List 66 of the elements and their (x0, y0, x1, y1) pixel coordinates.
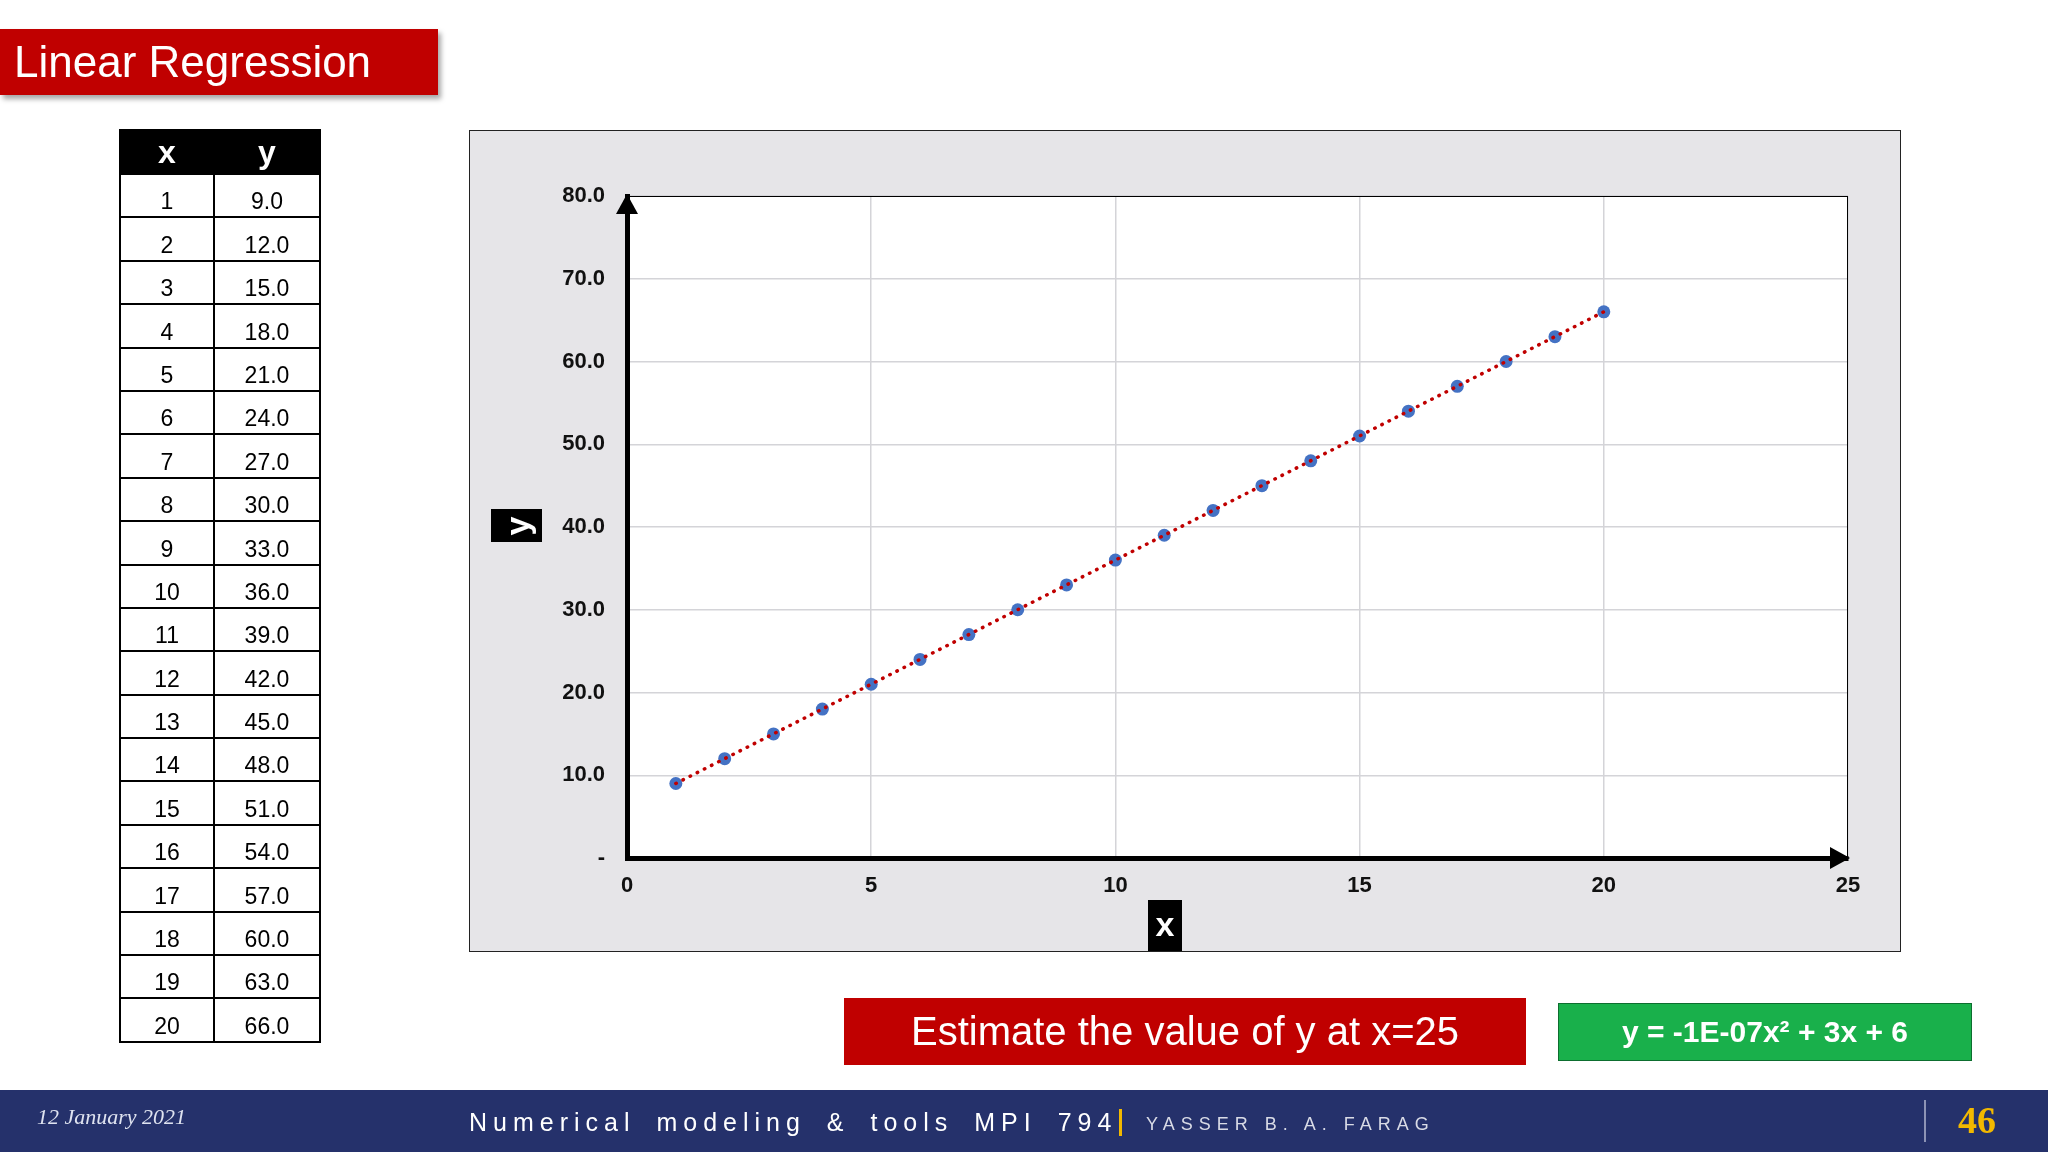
y-tick-label: 70.0 (562, 264, 605, 290)
text: Numerical modeling & tools MPI 794 (469, 1108, 1118, 1137)
y-tick-label: 3 (120, 260, 214, 305)
y-tick-label: 40.0 (562, 513, 605, 539)
data-label: 57.0 (214, 868, 320, 912)
data-label: 27.0 (214, 434, 320, 478)
data-label: 33.0 (214, 521, 320, 565)
y-tick-label: 13 (120, 694, 214, 739)
data-label: 12.0 (214, 217, 320, 261)
y-tick-label: 10.0 (562, 761, 605, 787)
data-label: 36.0 (214, 564, 320, 608)
text: Estimate the value of y at x=25 (844, 998, 1526, 1065)
x-tick-label: 10 (1103, 872, 1128, 898)
data-label: 18.0 (214, 304, 320, 348)
data-label: 15.0 (214, 260, 320, 305)
y-tick-label: 20 (120, 998, 214, 1042)
chart-title: Linear Regression (0, 29, 438, 95)
y-tick-label: 20.0 (562, 678, 605, 704)
data-label: 39.0 (214, 607, 320, 652)
x-tick-label: 25 (1835, 872, 1861, 898)
y-tick-label: 7 (120, 434, 214, 478)
data-label: 45.0 (214, 694, 320, 739)
y-tick-label: 4 (120, 304, 214, 348)
y-tick-label: 6 (120, 390, 214, 435)
data-label: 24.0 (214, 390, 320, 435)
y-tick-label: 50.0 (562, 430, 605, 456)
y-tick-label: 18 (120, 911, 214, 956)
y-tick-label: 80.0 (562, 182, 605, 208)
point (1011, 603, 1025, 617)
data-label: 60.0 (214, 911, 320, 956)
y-axis-title: y (497, 516, 536, 535)
y-tick-label: 19 (120, 955, 214, 999)
y-tick-label: 1 (120, 174, 214, 218)
text: y = -1E-07x² + 3x + 6 (1558, 1003, 1972, 1061)
y-tick-label: - (597, 844, 605, 870)
y-tick-label: 5 (120, 347, 214, 391)
y-tick-label: 17 (120, 868, 214, 912)
y-tick-label: 10 (120, 564, 214, 608)
y-tick-label: 12 (120, 651, 214, 695)
x-tick-label: 5 (865, 872, 878, 898)
x-axis-title: x (1148, 900, 1182, 951)
text: 46 (1958, 1098, 1996, 1142)
x-tick-label: 0 (620, 872, 634, 898)
data-label: 63.0 (214, 955, 320, 999)
data-label: 21.0 (214, 347, 320, 391)
y-tick-label: 16 (120, 824, 214, 869)
data-label: 9.0 (214, 174, 320, 218)
y-tick-label: 2 (120, 217, 214, 261)
data-label: 30.0 (214, 477, 320, 522)
x-tick-label: 15 (1347, 872, 1372, 898)
y-tick-label: 8 (120, 477, 214, 522)
x-tick-label: 20 (1591, 872, 1617, 898)
y-tick-label: 30.0 (562, 595, 605, 621)
y-tick-label: 11 (120, 607, 214, 652)
y-tick-label: 9 (120, 521, 214, 565)
y-tick-label: 60.0 (562, 347, 605, 373)
data-label: 66.0 (214, 998, 320, 1042)
y-tick-label: 14 (120, 738, 214, 782)
text: YASSER B. A. FARAG (1146, 1114, 1435, 1135)
data-label: 42.0 (214, 651, 320, 695)
text: 12 January 2021 (37, 1104, 187, 1130)
data-label: 48.0 (214, 738, 320, 782)
data-label: 54.0 (214, 824, 320, 869)
data-label: 51.0 (214, 781, 320, 825)
y-tick-label: 15 (120, 781, 214, 825)
y-axis-title: x (120, 130, 214, 174)
